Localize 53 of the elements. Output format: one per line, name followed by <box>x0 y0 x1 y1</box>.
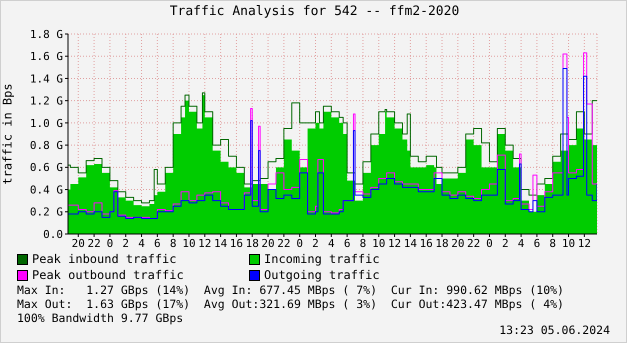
x-tick-label: 22 <box>277 236 290 250</box>
x-tick-label: 6 <box>344 236 350 250</box>
y-tick-label: 0.4 G <box>30 183 63 196</box>
y-tick-label: 1.8 G <box>30 28 63 41</box>
y-tick-label: 0.2 G <box>30 206 63 219</box>
chart-title: Traffic Analysis for 542 -- ffm2-2020 <box>168 4 460 19</box>
x-tick-label: 12 <box>388 236 402 250</box>
x-tick-label: 2 <box>502 236 509 250</box>
x-tick-label: 20 <box>261 236 275 250</box>
legend-label: Peak inbound traffic <box>32 252 176 266</box>
x-tick-label: 10 <box>182 236 196 250</box>
x-tick-label: 12 <box>578 236 591 250</box>
x-tick-label: 14 <box>214 236 228 250</box>
x-tick-label: 10 <box>562 236 576 250</box>
x-tick-label: 20 <box>72 236 85 250</box>
x-tick-label: 14 <box>404 236 418 250</box>
x-tick-label: 8 <box>170 236 176 250</box>
x-tick-label: 6 <box>534 236 540 250</box>
x-tick-label: 16 <box>420 236 433 250</box>
x-tick-label: 16 <box>230 236 244 250</box>
y-tick-label: 1.4 G <box>30 72 63 86</box>
x-tick-label: 2 <box>312 236 319 250</box>
x-tick-label: 4 <box>328 236 335 250</box>
x-tick-label: 4 <box>518 236 525 250</box>
legend-label: Peak outbound traffic <box>32 268 184 282</box>
x-tick-label: 22 <box>87 236 101 250</box>
y-tick-label: 1.2 G <box>30 94 63 108</box>
y-axis-title: traffic in Bps <box>0 83 14 185</box>
x-tick-label: 8 <box>360 236 366 250</box>
x-tick-label: 18 <box>246 236 259 250</box>
x-tick-label: 0 <box>486 236 493 250</box>
x-tick-label: 2 <box>122 236 130 250</box>
x-tick-label: 0 <box>296 236 303 250</box>
x-tick-label: 20 <box>451 236 464 250</box>
text: Max Out: 1.63 GBps (17%) Avg Out:321.69 MBps ( 3%) Cur Out:423.47 MBps ( 4%) <box>17 297 564 311</box>
y-tick-label: 0.6 G <box>30 161 63 174</box>
y-tick-label: 1.0 G <box>30 116 63 130</box>
x-tick-label: 10 <box>372 236 386 250</box>
y-tick-label: 1.6 G <box>30 50 63 64</box>
x-tick-label: 0 <box>106 236 114 250</box>
x-tick-label: 12 <box>198 236 212 250</box>
text: 13:23 05.06.2024 <box>499 323 610 337</box>
x-tick-label: 22 <box>467 236 480 250</box>
x-tick-label: 4 <box>138 236 146 250</box>
legend-label: Outgoing traffic <box>264 268 380 282</box>
text: 100% Bandwidth 9.77 GBps <box>17 311 184 325</box>
legend-label: Incoming traffic <box>264 252 380 266</box>
x-tick-label: 18 <box>435 236 449 250</box>
text: Max In: 1.27 GBps (14%) Avg In: 677.45 MBps ( 7%) Cur In: 990.62 MBps (10%) <box>17 283 564 297</box>
y-tick-label: 0.0 <box>43 228 63 241</box>
x-tick-label: 6 <box>154 236 161 250</box>
x-tick-label: 8 <box>549 236 556 250</box>
y-tick-label: 0.8 G <box>30 139 63 152</box>
